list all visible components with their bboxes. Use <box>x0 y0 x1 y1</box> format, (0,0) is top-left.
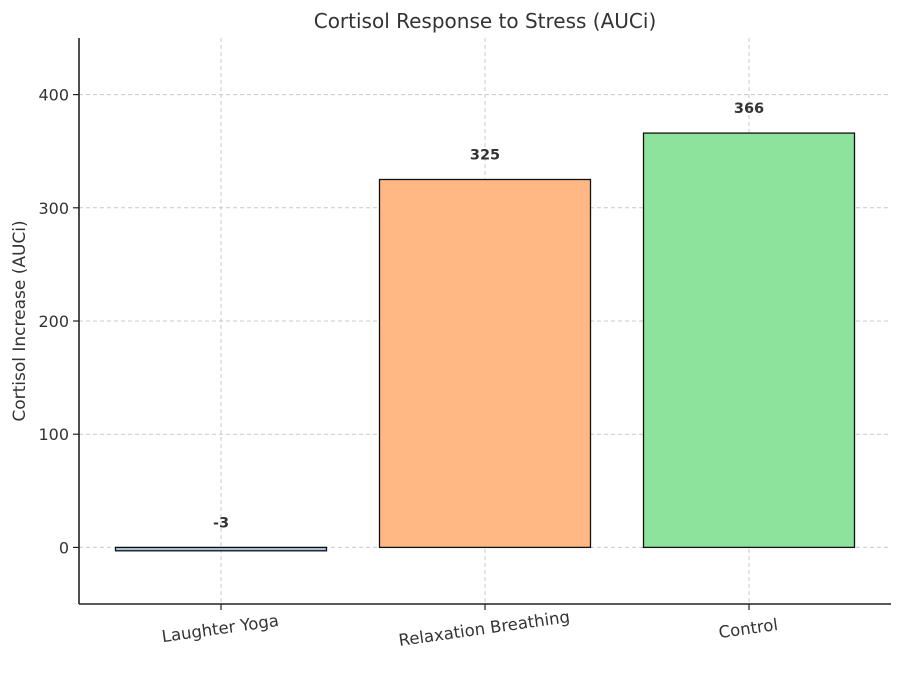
x-tick-label: Relaxation Breathing <box>397 607 571 650</box>
y-tick-label: 300 <box>38 199 69 218</box>
y-tick-label: 200 <box>38 312 69 331</box>
y-tick-label: 400 <box>38 86 69 105</box>
chart-title: Cortisol Response to Stress (AUCi) <box>314 9 657 33</box>
data-label: 325 <box>470 148 500 164</box>
bar <box>114 546 328 552</box>
bar <box>642 132 856 549</box>
x-tick-label: Control <box>717 615 779 642</box>
axes <box>73 38 891 610</box>
y-axis-title: Cortisol Increase (AUCi) <box>10 220 30 421</box>
y-tick-label: 100 <box>38 425 69 444</box>
y-tick-label: 0 <box>59 538 69 557</box>
data-label: -3 <box>213 515 229 531</box>
data-label: 366 <box>734 101 764 117</box>
bar <box>378 178 592 549</box>
bars <box>114 132 856 552</box>
x-tick-label: Laughter Yoga <box>161 611 280 646</box>
